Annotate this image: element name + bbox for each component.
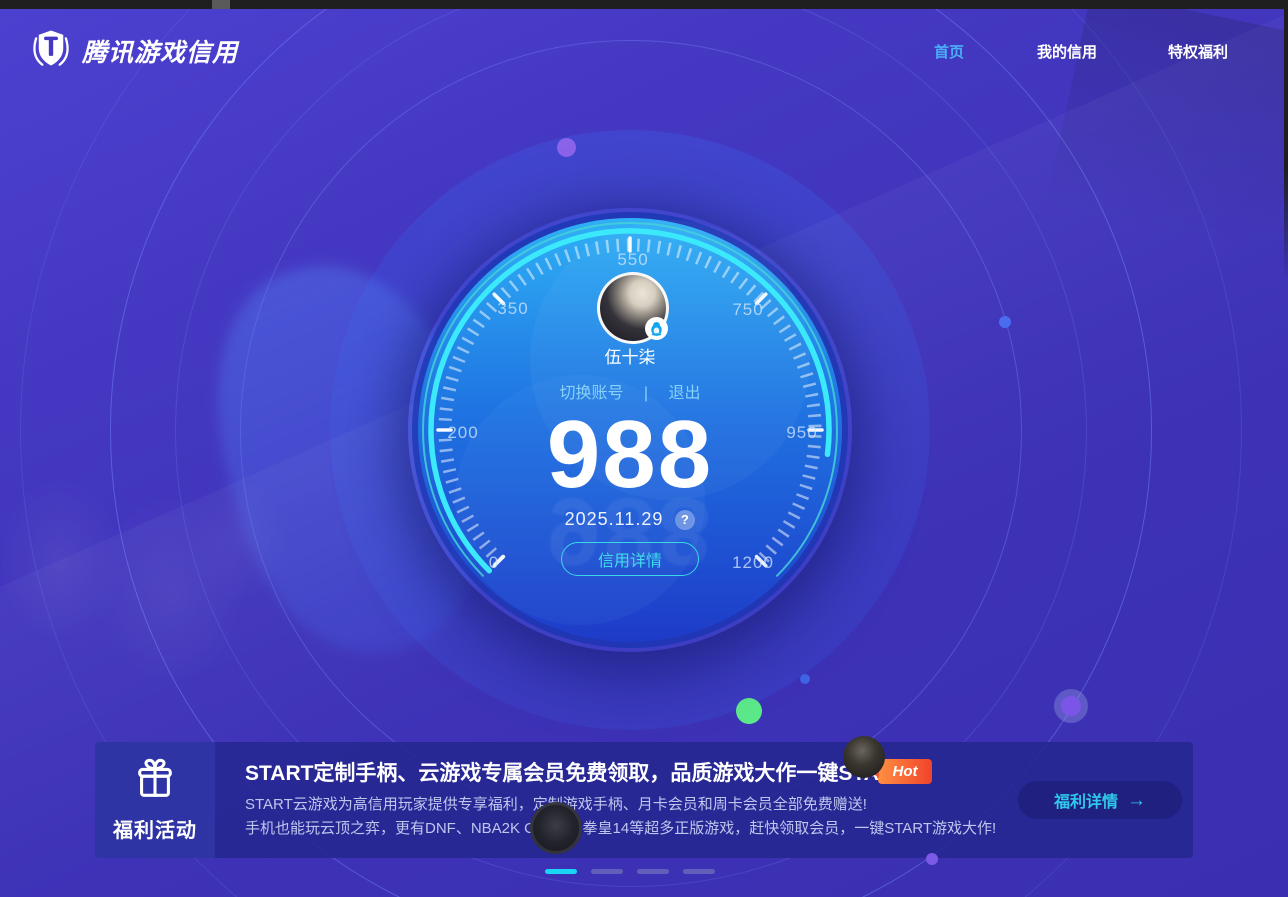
credit-score: 988 xyxy=(546,401,714,508)
scale-label-200: 200 xyxy=(447,423,479,442)
banner-desc-line2: 手机也能玩云顶之弈，更有DNF、NBA2K Online、拳皇14等超多正版游戏… xyxy=(245,820,997,837)
banner-title: START定制手柄、云游戏专属会员免费领取，品质游戏大作一键START xyxy=(245,762,907,785)
scale-label-750: 750 xyxy=(732,300,764,319)
carousel-dash-1[interactable] xyxy=(545,869,577,874)
decor-dot-blue xyxy=(800,674,810,684)
shield-logo-icon xyxy=(30,27,72,74)
credit-gauge-dial xyxy=(412,212,848,648)
scale-label-350: 350 xyxy=(497,299,529,318)
user-name: 伍十柒 xyxy=(604,348,656,367)
gauge-content: 0 200 350 550 750 950 1200 伍十柒 切换账号 | 退出… xyxy=(419,219,841,641)
carousel-dash-4[interactable] xyxy=(683,869,715,874)
banner-tag-label: 福利活动 xyxy=(113,820,197,842)
account-actions: 切换账号 | 退出 xyxy=(419,379,841,403)
score-date-row: 2025.11.29 ? xyxy=(419,509,841,530)
scale-label-950: 950 xyxy=(786,423,818,442)
score-date: 2025.11.29 xyxy=(564,509,664,529)
gift-icon xyxy=(132,757,178,808)
bg-faint-artwork xyxy=(0,420,320,690)
carousel-indicators xyxy=(545,869,715,874)
benefit-detail-link[interactable]: 福利详情 → xyxy=(1018,781,1182,819)
decor-dot-purple xyxy=(557,138,576,157)
floating-disc-decor xyxy=(530,802,582,854)
header: 腾讯游戏信用 首页 我的信用 特权福利 xyxy=(0,9,1288,81)
logout-link[interactable]: 退出 xyxy=(668,385,701,402)
scale-label-550: 550 xyxy=(617,250,649,269)
promo-banner: 福利活动 START定制手柄、云游戏专属会员免费领取，品质游戏大作一键START… xyxy=(95,742,1193,858)
switch-account-link[interactable]: 切换账号 xyxy=(559,385,624,402)
benefit-detail-label: 福利详情 xyxy=(1053,794,1118,811)
arrow-right-icon: → xyxy=(1127,789,1146,811)
carousel-dash-3[interactable] xyxy=(637,869,669,874)
brand-title: 腾讯游戏信用 xyxy=(82,38,239,67)
divider: | xyxy=(643,385,649,402)
nav-privileges[interactable]: 特权福利 xyxy=(1168,44,1229,61)
decor-dot-purple xyxy=(926,853,938,865)
decor-dot-blue xyxy=(999,316,1011,328)
carousel-dash-2[interactable] xyxy=(591,869,623,874)
scale-label-0: 0 xyxy=(488,553,500,572)
bg-ring xyxy=(20,0,1242,897)
decor-dot-green xyxy=(736,698,762,724)
nav-home[interactable]: 首页 xyxy=(934,44,965,61)
window-right-edge xyxy=(1284,0,1288,280)
banner-tag-block: 福利活动 xyxy=(95,742,215,858)
help-icon[interactable]: ? xyxy=(675,509,696,530)
window-top-strip xyxy=(0,0,1288,9)
qq-badge-icon xyxy=(645,317,668,340)
hot-badge: Hot xyxy=(878,759,932,784)
brand-logo[interactable]: 腾讯游戏信用 xyxy=(30,27,238,74)
credit-detail-button[interactable]: 信用详情 xyxy=(561,542,699,576)
floating-avatar-decor xyxy=(843,736,885,778)
scale-label-1200: 1200 xyxy=(732,553,774,572)
nav-my-credit[interactable]: 我的信用 xyxy=(1037,44,1098,61)
decor-dot-halo xyxy=(1054,689,1088,723)
